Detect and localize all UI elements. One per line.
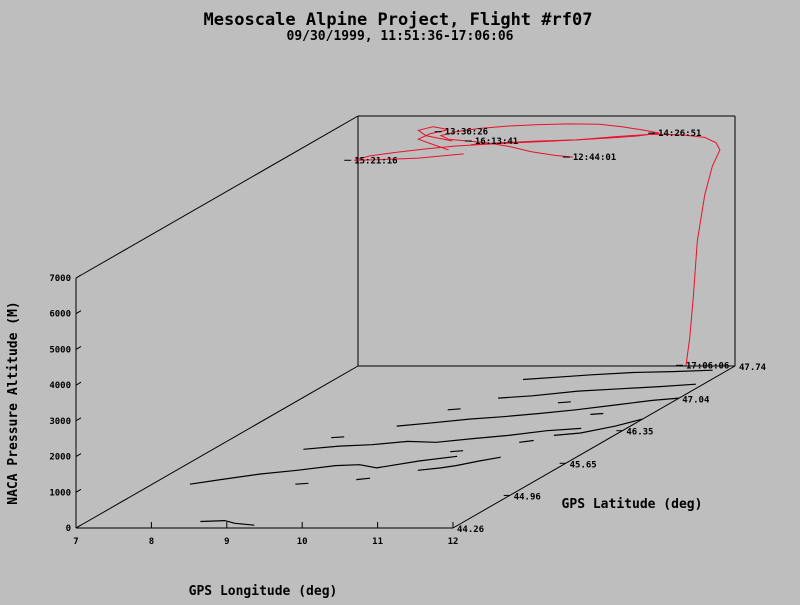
z-tick-mark [75, 524, 82, 529]
coastline-segment [553, 418, 643, 436]
top-edge-left [75, 115, 359, 279]
coastline-segment [447, 408, 461, 411]
y-axis-label: GPS Latitude (deg) [562, 497, 703, 512]
chart-title: Mesoscale Alpine Project, Flight #rf07 [204, 10, 593, 30]
z-tick-mark [75, 453, 82, 458]
z-tick-mark [75, 381, 82, 386]
z-tick-mark [75, 345, 82, 350]
z-tick-label: 3000 [49, 417, 71, 427]
time-label: 17:06:06 [686, 361, 729, 371]
x-tick-label: 8 [149, 537, 154, 547]
y-tick-label: 47.04 [682, 396, 710, 406]
time-labels: 13:36:26 14:26:51 16:13:41 12:44:01 15:21:16… [344, 128, 729, 371]
z-tick-label: 2000 [49, 453, 71, 463]
z-tick-mark [75, 488, 82, 493]
coastline-segment [498, 383, 696, 399]
y-tick-label: 44.26 [457, 525, 484, 535]
floor-edge-left [75, 365, 359, 529]
x-tick-label: 9 [224, 537, 229, 547]
z-tick-mark [75, 274, 82, 279]
z-axis-label: NACA Pressure Altitude (M) [6, 301, 21, 505]
coastline-segment [331, 436, 345, 439]
track-segment [354, 123, 660, 161]
coastline-segment [303, 427, 582, 450]
time-label: 14:26:51 [658, 129, 701, 139]
z-tick-label: 5000 [49, 345, 71, 355]
z-tick-label: 1000 [49, 488, 71, 498]
coastline-outline [189, 369, 713, 526]
axes-box [75, 115, 736, 529]
z-tick-label: 6000 [49, 310, 71, 320]
coastline-segment [200, 519, 255, 526]
x-axis-label: GPS Longitude (deg) [189, 584, 338, 599]
axis-ticks: 7 8 9 10 11 12 44.26 44.96 45.65 46.35 47.04 47.74 0… [49, 274, 766, 547]
z-tick-label: 7000 [49, 274, 71, 284]
coastline-segment [356, 477, 371, 481]
flight-track [354, 123, 721, 366]
y-tick-label: 44.96 [514, 492, 541, 502]
time-label: 15:21:16 [354, 156, 397, 166]
z-tick-mark [75, 417, 82, 422]
track-segment [416, 126, 453, 151]
coastline-segment [450, 450, 464, 453]
coastline-segment [295, 482, 309, 485]
y-tick-label: 47.74 [739, 363, 767, 373]
coastline-segment [590, 412, 604, 415]
y-tick-label: 45.65 [570, 460, 597, 470]
x-tick-label: 12 [448, 537, 459, 547]
x-tick-label: 7 [73, 537, 78, 547]
z-tick-label: 4000 [49, 381, 71, 391]
time-label: 12:44:01 [573, 153, 616, 163]
y-axis-line [452, 365, 736, 529]
z-tick-label: 0 [66, 524, 71, 534]
z-tick-mark [75, 310, 82, 315]
coastline-segment [522, 369, 713, 381]
x-tick-label: 10 [297, 537, 308, 547]
time-label: 13:36:26 [445, 128, 488, 138]
time-label: 16:13:41 [475, 137, 518, 147]
coastline-segment [417, 456, 501, 471]
coastline-segment [557, 401, 571, 404]
y-tick-label: 46.35 [626, 428, 653, 438]
x-tick-label: 11 [372, 537, 383, 547]
chart-subtitle: 09/30/1999, 11:51:36-17:06:06 [287, 29, 514, 44]
coastline-segment [189, 455, 458, 485]
coastline-segment [396, 397, 680, 427]
coastline-segment [519, 439, 534, 443]
track-segment [471, 133, 721, 366]
